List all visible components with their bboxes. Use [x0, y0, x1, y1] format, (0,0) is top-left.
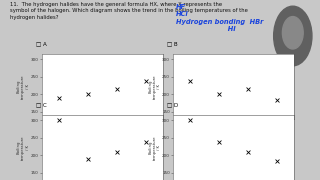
Point — [188, 80, 193, 82]
Text: □ B: □ B — [167, 41, 177, 46]
Point — [114, 88, 119, 91]
Point — [188, 119, 193, 122]
Y-axis label: Boiling
temperature
/ K: Boiling temperature / K — [17, 74, 29, 99]
X-axis label: Hydrogen halide: Hydrogen halide — [217, 127, 251, 131]
Circle shape — [282, 17, 303, 49]
Circle shape — [274, 6, 312, 66]
Text: □ C: □ C — [36, 102, 46, 107]
Point — [217, 93, 222, 96]
Point — [245, 88, 251, 91]
Point — [85, 158, 91, 160]
Point — [143, 141, 148, 144]
Point — [56, 119, 61, 122]
Point — [85, 93, 91, 96]
X-axis label: Hydrogen halide: Hydrogen halide — [85, 127, 119, 131]
Point — [275, 98, 280, 101]
Point — [56, 96, 61, 99]
Point — [245, 150, 251, 153]
Point — [143, 80, 148, 82]
Text: HF
HCl
Hydrogen bonding  HBr
                       HI: HF HCl Hydrogen bonding HBr HI — [176, 4, 263, 32]
Text: □ D: □ D — [167, 102, 178, 107]
Y-axis label: Boiling
temperature
/ K: Boiling temperature / K — [148, 74, 161, 99]
Text: □ A: □ A — [36, 41, 46, 46]
Y-axis label: Boiling
temperature
/ K: Boiling temperature / K — [17, 135, 29, 160]
Point — [275, 159, 280, 162]
Y-axis label: Boiling
temperature
/ K: Boiling temperature / K — [148, 135, 161, 160]
Point — [217, 141, 222, 144]
Text: 11.  The hydrogen halides have the general formula HX, where X represents the
sy: 11. The hydrogen halides have the genera… — [10, 2, 247, 20]
Point — [114, 150, 119, 153]
